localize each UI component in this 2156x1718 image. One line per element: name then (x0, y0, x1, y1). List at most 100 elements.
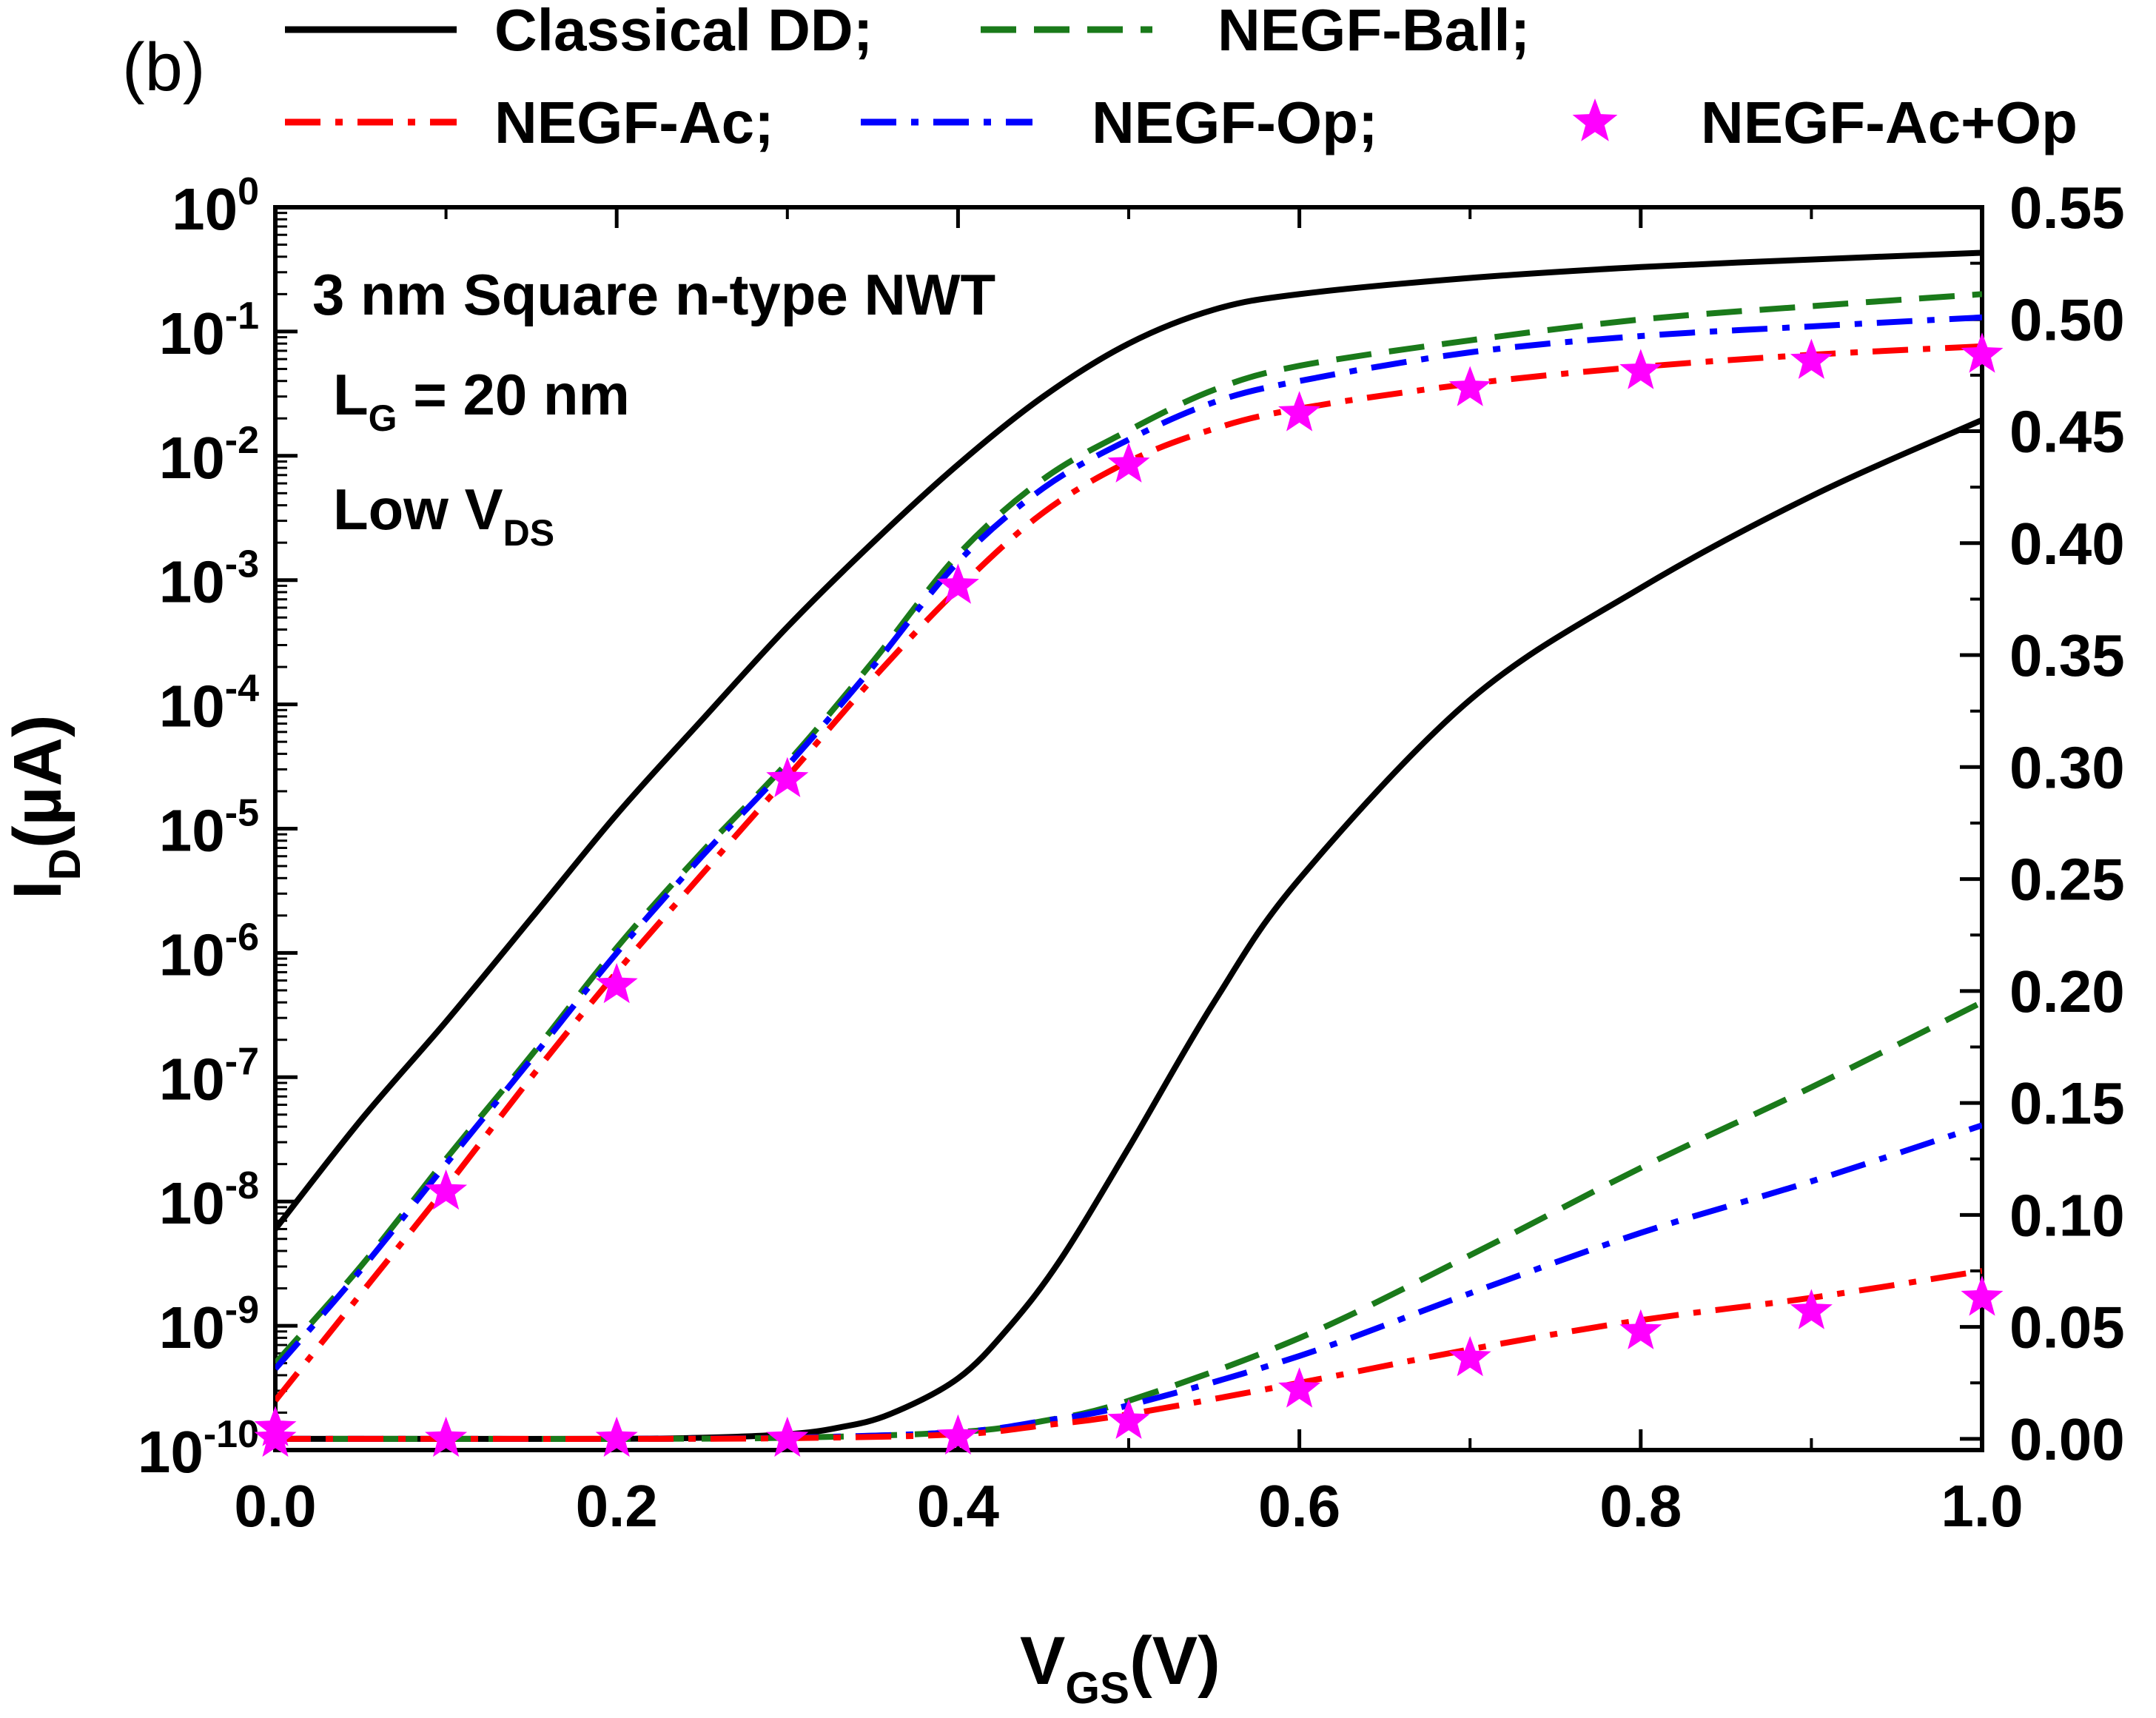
legend-star-icon (1572, 98, 1618, 141)
y-left-tick-label: 10-8 (159, 1164, 259, 1236)
star-marker-log (595, 963, 638, 1004)
star-markers (254, 332, 2004, 1457)
legend-item: NEGF-Ac; (285, 90, 774, 155)
y-left-tick-base: 10 (159, 798, 225, 864)
star-marker-linear (1278, 1367, 1321, 1408)
legend-label: NEGF-Ac; (494, 90, 774, 155)
legend-label: NEGF-Ball; (1218, 0, 1530, 63)
y-left-tick-base: 10 (159, 1170, 225, 1236)
annotation-vds: Low VDS (333, 477, 554, 554)
x-tick-label: 0.6 (1258, 1473, 1340, 1539)
series-linear-negf-op (275, 1122, 1982, 1442)
y-left-tick-base: 10 (159, 1046, 225, 1112)
y-left-tick-label: 10-7 (159, 1040, 259, 1112)
y-left-tick-exp: 0 (238, 170, 259, 213)
x-axis-label: VGS(V) (1020, 1623, 1220, 1713)
legend-label: Classical DD; (494, 0, 873, 63)
y-right-tick-label: 0.50 (2009, 286, 2125, 352)
panel-label: (b) (122, 30, 205, 105)
y-left-tick-label: 10-3 (159, 543, 259, 615)
y-left-tick-exp: -5 (225, 792, 259, 835)
series-linear-classical-dd (275, 417, 1982, 1442)
star-marker-linear (254, 1416, 297, 1457)
x-tick-label: 0.4 (917, 1473, 1000, 1539)
y-left-tick-label: 10-5 (159, 792, 259, 864)
star-marker-log (1107, 442, 1150, 483)
x-axis-label-rest: (V) (1129, 1623, 1220, 1699)
y-axis-label-sub: D (40, 848, 90, 880)
star-marker-linear (1790, 1289, 1833, 1329)
y-right-tick-label: 0.30 (2009, 734, 2125, 800)
star-marker-linear (425, 1416, 468, 1457)
legend-label: NEGF-Ac+Op (1701, 90, 2078, 155)
y-left-tick-exp: -6 (225, 916, 259, 959)
series-linear-negf-ball (275, 999, 1982, 1442)
y-left-tick-exp: -10 (204, 1413, 259, 1456)
x-axis-label-sub: GS (1065, 1663, 1129, 1713)
y-left-tick-base: 10 (159, 922, 225, 987)
star-marker-linear (1619, 1309, 1662, 1349)
y-right-tick-label: 0.10 (2009, 1182, 2125, 1248)
series-log-classical-dd (275, 249, 1982, 1231)
legend-item: Classical DD; (285, 0, 873, 63)
y-left-tick-label: 100 (172, 170, 259, 242)
y-right-tick-label: 0.45 (2009, 399, 2125, 465)
star-marker-linear (1961, 1275, 2004, 1316)
y-left-tick-label: 10-10 (138, 1413, 259, 1485)
x-tick-label: 0.2 (576, 1473, 658, 1539)
series-log-negf-ball (275, 291, 1982, 1366)
legend: Classical DD; NEGF-Ball; NEGF-Ac; NEGF-Op; N… (285, 0, 2078, 155)
star-marker-log (1619, 349, 1662, 389)
series-linear-negf-ac (275, 1268, 1982, 1442)
annotation-device: 3 nm Square n-type NWT (312, 262, 995, 327)
legend-item: NEGF-Ac+Op (1572, 90, 2078, 155)
y-right-tick-label: 0.15 (2009, 1070, 2125, 1136)
star-marker-linear (766, 1416, 809, 1457)
y-right-tick-label: 0.55 (2009, 175, 2125, 241)
y-right-tick-label: 0.35 (2009, 623, 2125, 688)
star-marker-linear (936, 1414, 979, 1455)
annotation-gate-length-sub: G (369, 397, 397, 439)
y-left-tick-label: 10-2 (159, 419, 259, 491)
tick-labels: 0.0 0.2 0.4 0.6 0.8 1.010010-110-210-310-410-… (138, 170, 2125, 1539)
y-left-tick-exp: -7 (225, 1040, 259, 1083)
annotation-vds-main: Low V (333, 477, 503, 542)
legend-item: NEGF-Op; (861, 90, 1378, 155)
star-marker-log (1448, 366, 1491, 406)
y-left-tick-base: 10 (159, 301, 225, 366)
y-right-tick-label: 0.40 (2009, 511, 2125, 577)
x-tick-label: 1.0 (1941, 1473, 2023, 1539)
y-left-tick-exp: -9 (225, 1289, 259, 1332)
y-left-tick-exp: -3 (225, 543, 259, 586)
annotation-gate-length-main: L (333, 362, 369, 427)
star-marker-log (936, 563, 979, 604)
y-left-tick-base: 10 (138, 1419, 204, 1485)
y-left-tick-label: 10-6 (159, 916, 259, 987)
star-marker-log (1278, 391, 1321, 432)
star-marker-log (425, 1169, 468, 1210)
x-tick-label: 0.0 (234, 1473, 316, 1539)
legend-label: NEGF-Op; (1092, 90, 1378, 155)
star-marker-linear (1107, 1398, 1150, 1439)
y-left-tick-exp: -8 (225, 1164, 259, 1207)
star-marker-linear (1448, 1336, 1491, 1377)
y-right-tick-label: 0.25 (2009, 847, 2125, 913)
annotation-gate-length-rest: = 20 nm (397, 362, 630, 427)
y-right-tick-label: 0.05 (2009, 1295, 2125, 1360)
annotation-vds-sub: DS (503, 512, 554, 554)
annotation-gate-length: LG = 20 nm (333, 362, 630, 439)
x-tick-label: 0.8 (1599, 1473, 1682, 1539)
series-log-negf-op (275, 314, 1982, 1371)
y-left-tick-exp: -4 (225, 668, 259, 711)
star-marker-log (1961, 332, 2004, 373)
y-axis-label-rest: (µA) (0, 714, 75, 848)
y-right-tick-label: 0.00 (2009, 1406, 2125, 1472)
y-left-tick-base: 10 (159, 674, 225, 739)
y-left-tick-base: 10 (159, 425, 225, 491)
y-left-tick-label: 10-4 (159, 668, 259, 739)
y-left-tick-exp: -2 (225, 419, 259, 462)
y-left-tick-base: 10 (159, 549, 225, 615)
y-axis-label-left: ID(µA) (0, 714, 90, 899)
annotation-block: 3 nm Square n-type NWT LG = 20 nm Low VD… (312, 262, 995, 554)
